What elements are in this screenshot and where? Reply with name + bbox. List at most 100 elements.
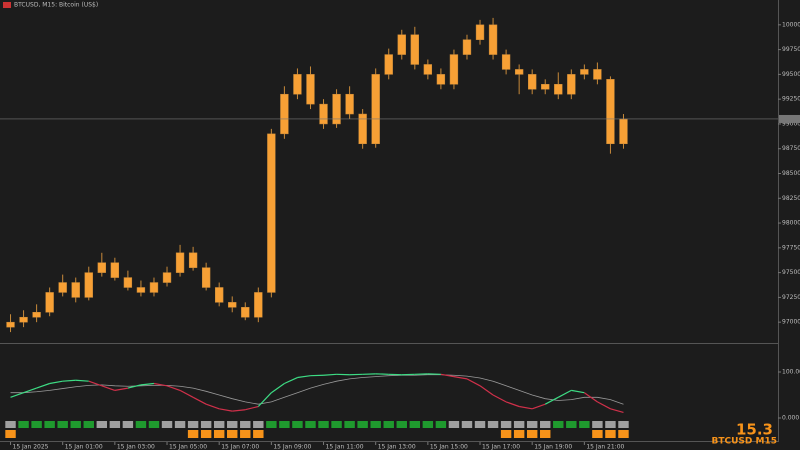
down-block <box>187 430 199 438</box>
state-block <box>422 421 434 428</box>
candle-body <box>501 54 511 70</box>
state-block <box>227 421 238 428</box>
candle-body <box>84 272 93 298</box>
oscillator-segment <box>557 389 572 398</box>
down-block <box>227 430 238 438</box>
oscillator-segment <box>75 379 89 382</box>
state-block <box>553 421 564 428</box>
x-tick-label: 15 Jan 13:00 <box>378 444 416 450</box>
candle-body <box>19 316 28 323</box>
overlay-value: 15.3 <box>736 421 773 439</box>
state-block <box>122 421 134 428</box>
oscillator-segment <box>127 384 142 389</box>
y-tick-label: 99750.00 <box>782 46 800 53</box>
candle-body <box>32 312 41 318</box>
oscillator-segment <box>505 401 520 408</box>
state-block <box>540 421 551 428</box>
oscillator-segment <box>257 392 272 407</box>
oscillator-segment <box>571 389 585 394</box>
y-tick-label: 99500.00 <box>782 71 800 78</box>
state-block <box>96 421 108 428</box>
candle-body <box>554 84 563 95</box>
state-block <box>187 421 199 428</box>
candle-body <box>175 252 185 273</box>
oscillator-segment <box>466 378 481 387</box>
oscillator-segment <box>101 385 116 391</box>
candle-body <box>567 74 576 95</box>
candle-body <box>254 292 263 318</box>
oscillator-segment <box>284 376 298 385</box>
down-block <box>513 430 525 438</box>
state-block <box>383 421 394 428</box>
candle-body <box>306 74 315 105</box>
y-tick-label: 98500.00 <box>782 170 800 177</box>
state-block <box>605 421 616 428</box>
state-block <box>396 421 407 428</box>
candle-body <box>97 262 106 273</box>
state-block <box>357 421 368 428</box>
state-block <box>318 421 329 428</box>
x-tick-label: 15 Jan 03:00 <box>117 444 155 450</box>
down-block <box>213 430 225 438</box>
down-block <box>240 430 251 438</box>
y-tick-label: 97500.00 <box>782 269 800 276</box>
down-block <box>605 430 616 438</box>
state-block <box>461 421 473 428</box>
state-block <box>487 421 499 428</box>
candle-body <box>358 113 367 145</box>
candle-body <box>345 93 354 115</box>
candle-body <box>332 93 341 125</box>
candle-body <box>215 287 224 303</box>
state-block <box>305 421 316 428</box>
state-block <box>331 421 342 428</box>
y-tick-label: 99000.00 <box>782 120 800 127</box>
oscillator-segment <box>519 405 533 410</box>
oscillator-segment <box>245 405 259 411</box>
candle-body <box>410 34 419 65</box>
y-tick-label: 97000.00 <box>782 319 800 326</box>
oscillator-segment <box>140 382 155 386</box>
symbol-flag <box>3 2 11 8</box>
candle-body <box>528 74 537 90</box>
last-price-box <box>779 114 800 123</box>
state-block <box>513 421 525 428</box>
state-block <box>44 421 55 428</box>
state-block <box>526 421 538 428</box>
state-block <box>409 421 421 428</box>
candle-body <box>149 282 159 293</box>
oscillator-segment <box>453 376 468 380</box>
x-tick-label: 15 Jan 2025 <box>13 444 49 450</box>
state-block <box>18 421 29 428</box>
candle-body <box>6 321 15 328</box>
oscillator-segment <box>166 385 181 391</box>
oscillator-segment <box>114 387 129 391</box>
oscillator-segment <box>88 380 103 387</box>
state-block <box>109 421 121 428</box>
oscillator-segment <box>597 401 611 410</box>
down-block <box>5 430 16 438</box>
x-tick-label: 15 Jan 21:00 <box>586 444 624 450</box>
x-tick-label: 15 Jan 19:00 <box>534 444 572 450</box>
down-block <box>200 430 212 438</box>
state-block <box>253 421 264 428</box>
state-block <box>83 421 94 428</box>
candle-body <box>541 84 550 90</box>
state-block <box>344 421 355 428</box>
oscillator-segment <box>219 408 233 412</box>
state-block <box>618 421 629 428</box>
candle-body <box>488 24 498 55</box>
candle-body <box>384 54 393 75</box>
y-tick-label: 100000.00 <box>782 21 800 28</box>
oscillator-segment <box>479 385 494 396</box>
oscillator-segment <box>23 387 37 394</box>
state-block <box>161 421 173 428</box>
oscillator-segment <box>232 409 246 412</box>
oscillator-segment <box>440 373 455 378</box>
state-block <box>279 421 290 428</box>
candle-body <box>423 64 433 75</box>
oscillator-segment <box>153 382 168 387</box>
y-tick-label: 100.000 <box>782 369 800 376</box>
state-block <box>148 421 160 428</box>
